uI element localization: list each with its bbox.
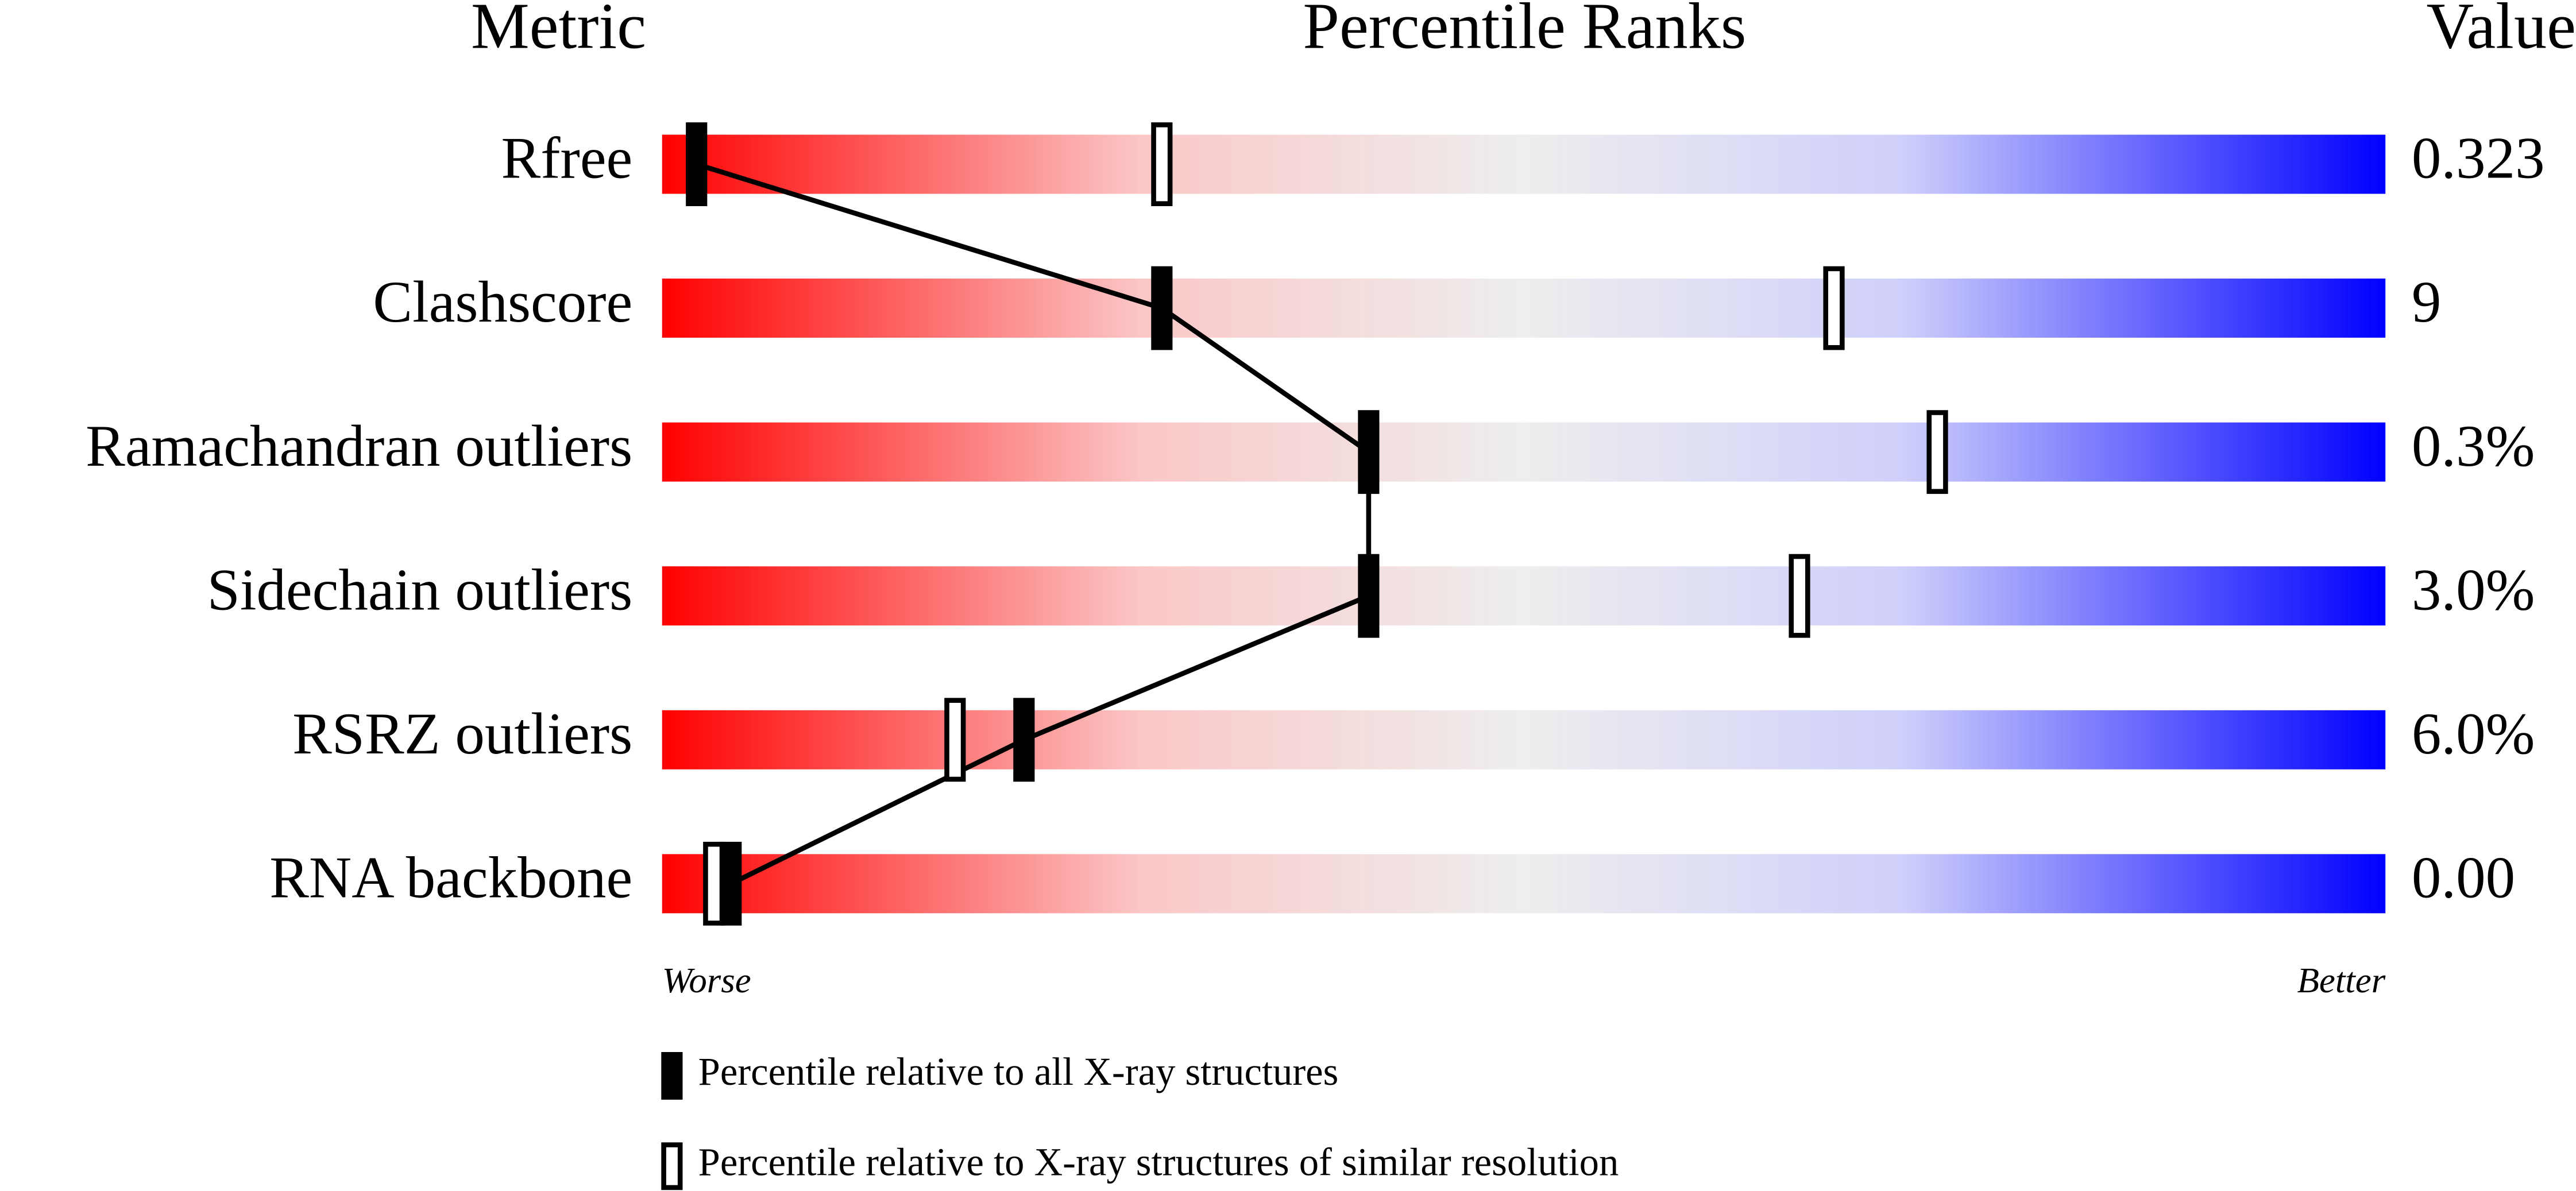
- slider-bar: [662, 422, 2386, 482]
- metric-value: 0.00: [2412, 845, 2515, 910]
- metric-label: RNA backbone: [269, 845, 632, 910]
- percentile-marker-all: [720, 841, 742, 926]
- metric-value: 0.323: [2412, 126, 2545, 191]
- percentile-marker-all: [1358, 410, 1380, 494]
- value-header: Value: [2426, 0, 2576, 62]
- metric-value: 0.3%: [2412, 413, 2535, 479]
- slider-bar: [662, 710, 2386, 769]
- slider-bar: [662, 279, 2386, 338]
- connector-line: [696, 161, 1372, 886]
- metric-value: 6.0%: [2412, 701, 2535, 767]
- metric-value: 3.0%: [2412, 557, 2535, 622]
- percentile-marker-similar: [1151, 122, 1173, 206]
- slider-bar: [662, 854, 2386, 914]
- percentile-marker-all: [1358, 554, 1380, 638]
- metric-label: Sidechain outliers: [207, 557, 633, 622]
- legend-marker: [661, 1052, 683, 1100]
- percentile-marker-all: [1151, 266, 1173, 350]
- percentile-marker-similar: [944, 698, 966, 782]
- percentile-marker-similar: [1926, 410, 1948, 494]
- slider-bar: [662, 134, 2386, 194]
- metric-value: 9: [2412, 269, 2441, 335]
- axis-low-label: Worse: [662, 960, 751, 1000]
- legend-label: Percentile relative to all X-ray structu…: [698, 1050, 1339, 1093]
- slider-bar: [662, 566, 2386, 626]
- percentile-marker-similar: [703, 841, 725, 926]
- percentile-marker-similar: [1823, 266, 1845, 350]
- percentile-header: Percentile Ranks: [1303, 0, 1746, 62]
- axis-high-label: Better: [2297, 960, 2385, 1000]
- legend-label: Percentile relative to X-ray structures …: [698, 1140, 1619, 1184]
- metric-header: Metric: [471, 0, 646, 62]
- metric-label: Ramachandran outliers: [86, 413, 632, 479]
- metric-label: Rfree: [501, 126, 633, 191]
- percentile-marker-similar: [1789, 554, 1810, 638]
- percentile-marker-all: [1013, 698, 1035, 782]
- metric-label: Clashscore: [373, 269, 632, 335]
- legend-marker: [661, 1142, 683, 1190]
- metric-label: RSRZ outliers: [292, 701, 632, 767]
- percentile-marker-all: [686, 122, 708, 206]
